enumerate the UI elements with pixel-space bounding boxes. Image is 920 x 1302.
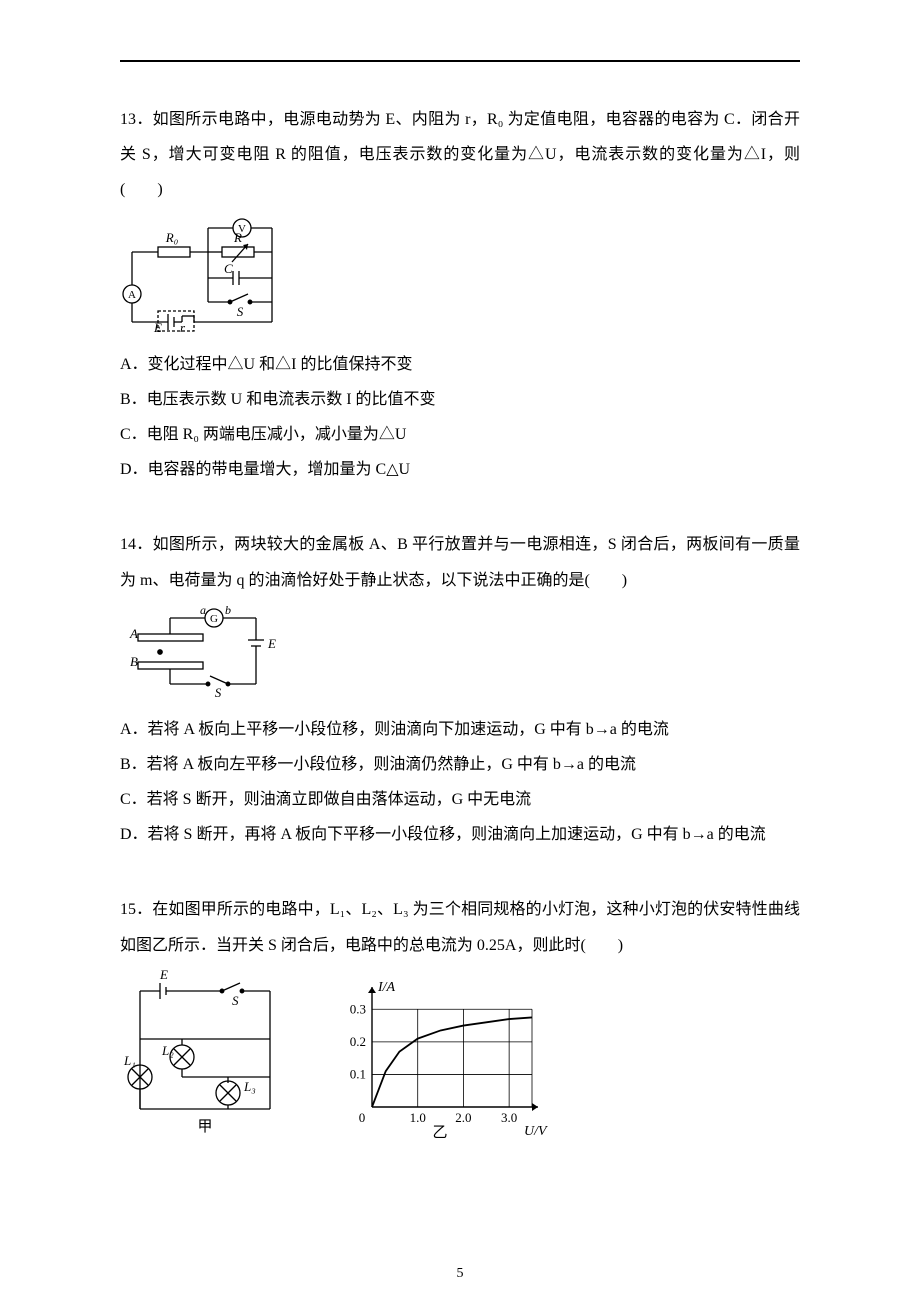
svg-text:0.2: 0.2	[350, 1034, 366, 1049]
svg-text:E: E	[267, 636, 276, 651]
svg-text:B: B	[130, 654, 138, 669]
svg-text:0: 0	[359, 1110, 366, 1125]
q13-opt-d: D．电容器的带电量增大，增加量为 C△U	[120, 452, 800, 487]
q13-figure: A R₀ V	[120, 214, 800, 339]
q13-opt-c: C．电阻 R₀ 两端电压减小，减小量为△U	[120, 417, 800, 452]
svg-text:R₀: R₀	[165, 230, 178, 245]
svg-text:L₃: L₃	[243, 1079, 256, 1094]
question-13: 13．如图所示电路中，电源电动势为 E、内阻为 r，R₀ 为定值电阻，电容器的电…	[120, 102, 800, 487]
q14-opt-d: D．若将 S 断开，再将 A 板向下平移一小段位移，则油滴向上加速运动，G 中有…	[120, 817, 800, 852]
q13-opt-b: B．电压表示数 U 和电流表示数 I 的比值不变	[120, 382, 800, 417]
q15-figure-b: 1.0 2.0 3.0 0.1 0.2 0.3 0 U/V I/A 乙	[330, 979, 550, 1144]
q13-stem: 13．如图所示电路中，电源电动势为 E、内阻为 r，R₀ 为定值电阻，电容器的电…	[120, 102, 800, 208]
svg-text:R: R	[233, 230, 242, 245]
svg-text:乙: 乙	[432, 1125, 447, 1139]
svg-text:甲: 甲	[197, 1119, 212, 1135]
svg-text:U/V: U/V	[524, 1124, 548, 1139]
svg-text:2.0: 2.0	[455, 1110, 471, 1125]
svg-text:E: E	[153, 320, 162, 334]
q14-options: A．若将 A 板向上平移一小段位移，则油滴向下加速运动，G 中有 b→a 的电流…	[120, 712, 800, 853]
svg-text:3.0: 3.0	[501, 1110, 517, 1125]
svg-text:0.3: 0.3	[350, 1001, 366, 1016]
svg-text:b: b	[225, 604, 231, 617]
q14-opt-b: B．若将 A 板向左平移一小段位移，则油滴仍然静止，G 中有 b→a 的电流	[120, 747, 800, 782]
q14-opt-a: A．若将 A 板向上平移一小段位移，则油滴向下加速运动，G 中有 b→a 的电流	[120, 712, 800, 747]
svg-text:S: S	[237, 304, 244, 319]
svg-text:r: r	[180, 320, 186, 334]
question-14: 14．如图所示，两块较大的金属板 A、B 平行放置并与一电源相连，S 闭合后，两…	[120, 527, 800, 852]
svg-text:A: A	[129, 626, 138, 641]
svg-text:S: S	[232, 993, 239, 1008]
svg-text:0.1: 0.1	[350, 1066, 366, 1081]
svg-text:C: C	[224, 261, 233, 276]
q13-opt-a: A．变化过程中△U 和△I 的比值保持不变	[120, 347, 800, 382]
q14-opt-c: C．若将 S 断开，则油滴立即做自由落体运动，G 中无电流	[120, 782, 800, 817]
q15-stem: 15．在如图甲所示的电路中，L₁、L₂、L₃ 为三个相同规格的小灯泡，这种小灯泡…	[120, 892, 800, 962]
svg-text:E: E	[159, 969, 168, 982]
page-number: 5	[0, 1266, 920, 1282]
q13-options: A．变化过程中△U 和△I 的比值保持不变 B．电压表示数 U 和电流表示数 I…	[120, 347, 800, 488]
q15-figure-a: E S L₁	[120, 969, 290, 1144]
svg-text:L₂: L₂	[161, 1043, 174, 1058]
top-rule	[120, 60, 800, 62]
q14-figure: A B G a b	[120, 604, 800, 704]
svg-text:a: a	[200, 604, 206, 617]
svg-text:I/A: I/A	[377, 980, 396, 995]
svg-text:G: G	[210, 613, 218, 625]
svg-text:S: S	[215, 685, 222, 699]
svg-text:L₁: L₁	[123, 1053, 136, 1068]
svg-text:A: A	[128, 289, 136, 301]
q14-stem: 14．如图所示，两块较大的金属板 A、B 平行放置并与一电源相连，S 闭合后，两…	[120, 527, 800, 597]
question-15: 15．在如图甲所示的电路中，L₁、L₂、L₃ 为三个相同规格的小灯泡，这种小灯泡…	[120, 892, 800, 1143]
svg-text:1.0: 1.0	[410, 1110, 426, 1125]
